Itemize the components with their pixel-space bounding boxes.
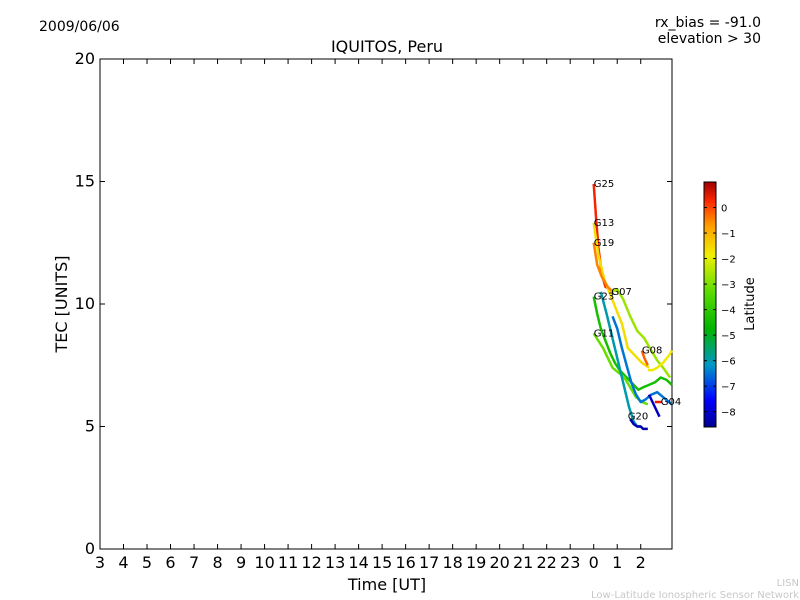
series-label-g19: G19 [594, 238, 614, 249]
colorbar-tick-label: −1 [721, 229, 736, 240]
x-tick-label: 8 [212, 553, 222, 572]
y-tick-label: 5 [85, 417, 95, 436]
y-tick-label: 15 [75, 172, 95, 191]
series-line-g20b [629, 418, 648, 431]
x-tick-label: 23 [560, 553, 580, 572]
colorbar-tick-label: −5 [721, 331, 736, 342]
colorbar-tick-label: −3 [721, 280, 736, 291]
colorbar-tick-label: −8 [721, 408, 736, 419]
series-line-g08 [640, 350, 649, 366]
x-tick-label: 6 [165, 553, 175, 572]
footer-org-short: LISN [777, 578, 799, 589]
x-tick-label: 17 [419, 553, 439, 572]
series-lines [592, 183, 674, 431]
series-line-g23 [592, 296, 673, 392]
series-line-g19 [592, 242, 614, 293]
colorbar-tick-label: −7 [721, 382, 736, 393]
x-axis-label: Time [UT] [347, 575, 426, 594]
x-tick-label: 4 [118, 553, 128, 572]
colorbar-tick-label: −4 [721, 306, 736, 317]
colorbar-tick-label: −2 [721, 255, 736, 266]
x-tick-label: 21 [513, 553, 533, 572]
elevation-label: elevation > 30 [658, 31, 761, 47]
x-tick-label: 15 [372, 553, 392, 572]
x-tick-label: 7 [189, 553, 199, 572]
colorbar-label: Latitude [743, 277, 758, 331]
series-label-g11: G11 [594, 328, 614, 339]
series-label-g20: G20 [628, 412, 648, 423]
series-line-g20 [611, 315, 673, 406]
y-tick-label: 10 [75, 294, 95, 313]
chart-title: IQUITOS, Peru [331, 37, 443, 56]
x-tick-label: 1 [612, 553, 622, 572]
x-tick-label: 2 [636, 553, 646, 572]
x-tick-label: 19 [466, 553, 486, 572]
bias-label: rx_bias = -91.0 [655, 15, 761, 31]
series-label-g08: G08 [642, 346, 662, 357]
colorbar-tick-label: 0 [721, 204, 727, 215]
y-tick-label: 20 [75, 49, 95, 68]
x-tick-label: 16 [395, 553, 415, 572]
x-tick-label: 9 [236, 553, 246, 572]
x-tick-label: 3 [95, 553, 105, 572]
series-line-g08b [647, 349, 674, 372]
series-label-g13: G13 [594, 218, 614, 229]
x-tick-label: 13 [325, 553, 345, 572]
colorbar [703, 181, 717, 428]
x-tick-label: 14 [348, 553, 368, 572]
axis-ticks: 3 4 5 6 7 8 9 10 11 12 13 14 15 16 17 18 19 20 21 22 23 0 1 205… [75, 49, 672, 572]
date-label: 2009/06/06 [39, 19, 120, 35]
series-label-g04: G04 [661, 397, 681, 408]
x-tick-label: 18 [442, 553, 462, 572]
footer-org-full: Low-Latitude Ionospheric Sensor Network [591, 590, 799, 600]
series-line-g13 [592, 222, 650, 369]
colorbar-tick-label: −6 [721, 357, 736, 368]
y-axis-label: TEC [UNITS] [52, 256, 71, 354]
series-line-g04c [647, 394, 661, 418]
series-label-g07: G07 [611, 287, 631, 298]
x-tick-label: 11 [278, 553, 298, 572]
x-tick-label: 10 [254, 553, 274, 572]
x-tick-label: 22 [537, 553, 557, 572]
y-tick-label: 0 [85, 539, 95, 558]
plot-area [99, 58, 673, 550]
x-tick-label: 5 [142, 553, 152, 572]
series-label-g23: G23 [594, 292, 614, 303]
x-tick-label: 0 [589, 553, 599, 572]
x-tick-label: 12 [301, 553, 321, 572]
series-label-g25: G25 [594, 179, 614, 190]
x-tick-label: 20 [489, 553, 509, 572]
colorbar-ticks: 0 −1 −2 −3 −4 −5 −6 −7 −8 [704, 204, 736, 419]
